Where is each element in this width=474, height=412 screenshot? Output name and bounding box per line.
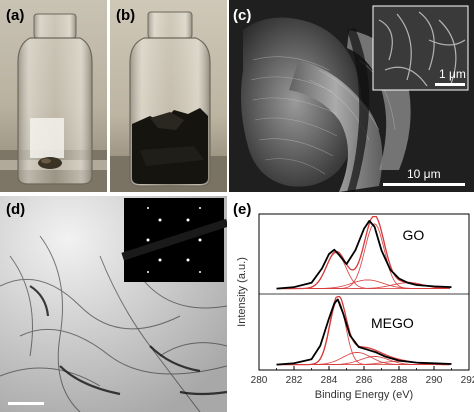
x-tick-label-290: 290 xyxy=(426,375,443,386)
x-tick-label-292: 292 xyxy=(461,375,474,386)
series-line-mego xyxy=(276,298,452,366)
panel-c-sem-image: (c) 1 μm 10 μm xyxy=(229,0,474,192)
panel-b-photo: (b) xyxy=(110,0,227,192)
mego-fit-component xyxy=(276,299,450,366)
panel-a-photo: (a) xyxy=(0,0,107,192)
series-line-go xyxy=(276,220,452,290)
sem-micrograph xyxy=(229,0,474,192)
mego-fit-envelope xyxy=(276,295,450,366)
x-tick-label-286: 286 xyxy=(356,375,373,386)
x-tick-label-288: 288 xyxy=(391,375,408,386)
vial-photo-b xyxy=(110,0,227,192)
series-label-go: GO xyxy=(403,227,425,243)
tem-micrograph xyxy=(0,196,227,412)
panel-e-label: (e) xyxy=(233,201,252,218)
main-scale-label: 10 μm xyxy=(407,167,441,181)
panel-b-label: (b) xyxy=(116,7,136,24)
vial-photo-a xyxy=(0,0,107,192)
xps-chart: 280 282 284 286 288 290 292 Binding Energy (eV)… xyxy=(236,213,474,401)
x-tick-label-282: 282 xyxy=(286,375,303,386)
x-axis-label: Binding Energy (eV) xyxy=(315,389,413,401)
x-tick-label-284: 284 xyxy=(321,375,338,386)
main-scale-bar xyxy=(383,183,465,186)
panel-c-label: (c) xyxy=(233,7,252,24)
series-label-mego: MEGO xyxy=(371,315,414,331)
inset-scale-label: 1 μm xyxy=(439,67,466,81)
panel-d-tem-image: (d) xyxy=(0,196,227,412)
y-axis-label: Intensity (a.u.) xyxy=(236,257,248,327)
panel-d-label: (d) xyxy=(6,201,26,218)
x-tick-label-280: 280 xyxy=(251,375,268,386)
panel-e-xps-chart: (e) 280 282 284 286 288 290 292 Binding Energy … xyxy=(229,196,474,412)
inset-scale-bar xyxy=(435,83,465,86)
panel-a-label: (a) xyxy=(6,7,25,24)
